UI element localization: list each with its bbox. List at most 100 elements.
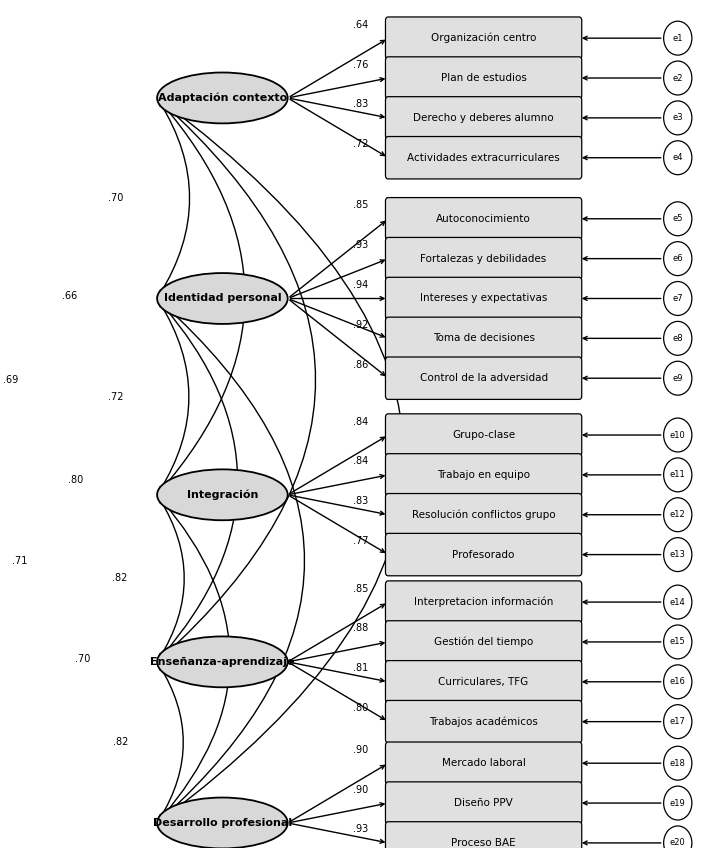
Circle shape bbox=[664, 21, 692, 55]
Text: Trabajo en equipo: Trabajo en equipo bbox=[437, 470, 530, 480]
Text: .71: .71 bbox=[13, 555, 28, 566]
FancyBboxPatch shape bbox=[385, 581, 582, 623]
FancyArrowPatch shape bbox=[160, 666, 184, 819]
FancyBboxPatch shape bbox=[385, 277, 582, 320]
FancyBboxPatch shape bbox=[385, 137, 582, 179]
FancyArrowPatch shape bbox=[160, 498, 229, 820]
Text: Actividades extracurriculares: Actividades extracurriculares bbox=[407, 153, 560, 163]
Text: .80: .80 bbox=[353, 703, 369, 713]
Text: .83: .83 bbox=[353, 496, 369, 506]
Text: e16: e16 bbox=[670, 678, 686, 686]
Circle shape bbox=[664, 361, 692, 395]
Text: .82: .82 bbox=[112, 573, 128, 583]
Circle shape bbox=[664, 321, 692, 355]
Text: e18: e18 bbox=[670, 759, 686, 767]
FancyBboxPatch shape bbox=[385, 494, 582, 536]
Text: Integración: Integración bbox=[186, 489, 258, 500]
Text: Mercado laboral: Mercado laboral bbox=[442, 758, 525, 768]
Circle shape bbox=[664, 585, 692, 619]
Text: Identidad personal: Identidad personal bbox=[164, 293, 281, 304]
Text: e20: e20 bbox=[670, 839, 686, 847]
FancyArrowPatch shape bbox=[160, 101, 405, 820]
Text: .80: .80 bbox=[68, 475, 83, 485]
Ellipse shape bbox=[157, 797, 288, 848]
FancyBboxPatch shape bbox=[385, 454, 582, 496]
Text: .94: .94 bbox=[353, 280, 369, 290]
Text: e14: e14 bbox=[670, 598, 686, 606]
FancyBboxPatch shape bbox=[385, 822, 582, 848]
Text: e12: e12 bbox=[670, 510, 686, 519]
Ellipse shape bbox=[157, 273, 288, 324]
FancyArrowPatch shape bbox=[160, 301, 304, 820]
FancyArrowPatch shape bbox=[160, 101, 316, 659]
Text: .83: .83 bbox=[353, 99, 369, 109]
Text: Adaptación contexto: Adaptación contexto bbox=[157, 92, 287, 103]
Circle shape bbox=[664, 61, 692, 95]
FancyBboxPatch shape bbox=[385, 414, 582, 456]
FancyBboxPatch shape bbox=[385, 661, 582, 703]
Text: Toma de decisiones: Toma de decisiones bbox=[433, 333, 534, 343]
Text: .70: .70 bbox=[108, 193, 124, 204]
FancyBboxPatch shape bbox=[385, 357, 582, 399]
FancyArrowPatch shape bbox=[160, 302, 189, 491]
Text: .86: .86 bbox=[353, 360, 369, 370]
Circle shape bbox=[664, 101, 692, 135]
Text: Derecho y deberes alumno: Derecho y deberes alumno bbox=[413, 113, 554, 123]
Circle shape bbox=[664, 786, 692, 820]
FancyBboxPatch shape bbox=[385, 57, 582, 99]
Text: Proceso BAE: Proceso BAE bbox=[451, 838, 516, 848]
Circle shape bbox=[664, 665, 692, 699]
FancyBboxPatch shape bbox=[385, 700, 582, 743]
Text: .93: .93 bbox=[353, 824, 369, 834]
Text: .81: .81 bbox=[353, 663, 369, 673]
Text: .66: .66 bbox=[62, 292, 78, 301]
Circle shape bbox=[664, 746, 692, 780]
Text: Diseño PPV: Diseño PPV bbox=[454, 798, 513, 808]
FancyBboxPatch shape bbox=[385, 742, 582, 784]
Text: e6: e6 bbox=[672, 254, 683, 263]
Text: .84: .84 bbox=[353, 456, 369, 466]
Text: e9: e9 bbox=[673, 374, 683, 382]
Circle shape bbox=[664, 282, 692, 315]
Text: .85: .85 bbox=[353, 200, 369, 210]
Text: Autoconocimiento: Autoconocimiento bbox=[436, 214, 531, 224]
Text: .82: .82 bbox=[113, 738, 128, 747]
Text: .72: .72 bbox=[109, 392, 124, 402]
Text: Trabajos académicos: Trabajos académicos bbox=[429, 717, 538, 727]
Text: Grupo-clase: Grupo-clase bbox=[452, 430, 515, 440]
FancyBboxPatch shape bbox=[385, 97, 582, 139]
FancyBboxPatch shape bbox=[385, 782, 582, 824]
Text: Gestión del tiempo: Gestión del tiempo bbox=[434, 637, 533, 647]
Circle shape bbox=[664, 242, 692, 276]
Text: .64: .64 bbox=[353, 20, 369, 30]
Ellipse shape bbox=[157, 636, 288, 687]
Text: e15: e15 bbox=[670, 638, 686, 646]
Text: .88: .88 bbox=[353, 623, 369, 633]
Text: e19: e19 bbox=[670, 799, 686, 807]
Ellipse shape bbox=[157, 73, 288, 124]
Text: Plan de estudios: Plan de estudios bbox=[441, 73, 527, 83]
Text: Organización centro: Organización centro bbox=[431, 33, 537, 43]
Text: .92: .92 bbox=[353, 320, 369, 330]
Text: Resolución conflictos grupo: Resolución conflictos grupo bbox=[412, 510, 556, 520]
Text: e2: e2 bbox=[673, 74, 683, 82]
Text: e4: e4 bbox=[673, 153, 683, 162]
Circle shape bbox=[664, 141, 692, 175]
Text: e8: e8 bbox=[672, 334, 683, 343]
FancyBboxPatch shape bbox=[385, 198, 582, 240]
FancyArrowPatch shape bbox=[160, 302, 237, 659]
Text: .76: .76 bbox=[353, 59, 369, 70]
Circle shape bbox=[664, 705, 692, 739]
Text: Curriculares, TFG: Curriculares, TFG bbox=[438, 677, 529, 687]
Text: e5: e5 bbox=[673, 215, 683, 223]
Text: e11: e11 bbox=[670, 471, 686, 479]
Text: .84: .84 bbox=[353, 416, 369, 427]
Text: Profesorado: Profesorado bbox=[453, 550, 515, 560]
FancyBboxPatch shape bbox=[385, 317, 582, 360]
Text: .72: .72 bbox=[353, 139, 369, 149]
Text: e1: e1 bbox=[673, 34, 683, 42]
FancyArrowPatch shape bbox=[160, 102, 190, 295]
Text: e3: e3 bbox=[672, 114, 683, 122]
Text: Enseñanza-aprendizaje: Enseñanza-aprendizaje bbox=[150, 657, 294, 667]
FancyBboxPatch shape bbox=[385, 237, 582, 280]
